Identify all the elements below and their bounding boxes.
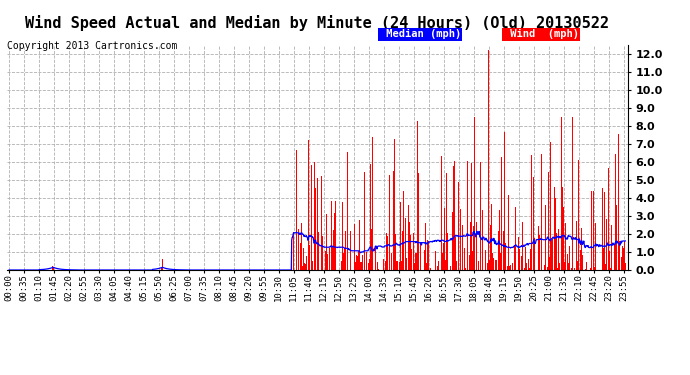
Text: Wind  (mph): Wind (mph) (504, 29, 579, 39)
Text: Wind Speed Actual and Median by Minute (24 Hours) (Old) 20130522: Wind Speed Actual and Median by Minute (… (26, 15, 609, 31)
Text: Copyright 2013 Cartronics.com: Copyright 2013 Cartronics.com (7, 41, 177, 51)
Text: Median (mph): Median (mph) (380, 29, 461, 39)
